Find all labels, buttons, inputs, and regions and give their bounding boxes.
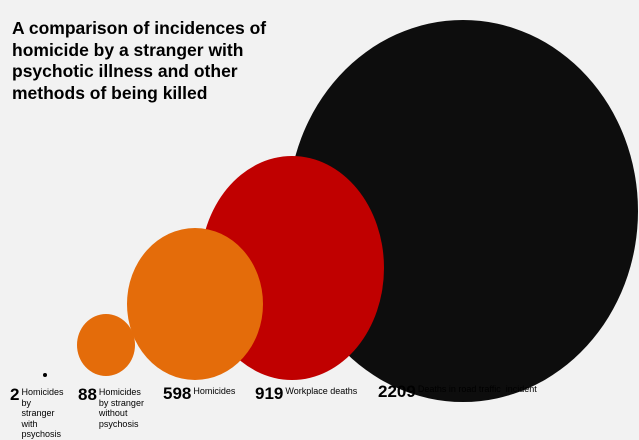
category-label: Homicides by stranger with psychosis: [21, 387, 64, 439]
category-label: Deaths in road traffic incident: [417, 384, 537, 394]
bubble-1: [77, 314, 135, 376]
label-group-2: 598 Homicides: [163, 385, 235, 403]
label-group-1: 88 Homicides by stranger without psychos…: [78, 386, 158, 429]
value-label: 2: [10, 385, 20, 404]
value-label: 88: [78, 385, 97, 404]
bubble-0: [43, 373, 47, 377]
value-label: 2209: [378, 382, 416, 401]
label-group-4: 2209 Deaths in road traffic incident: [378, 383, 537, 401]
category-label: Workplace deaths: [285, 386, 358, 396]
category-label: Homicides by stranger without psychosis: [98, 387, 144, 429]
chart-title: A comparison of incidences of homicide b…: [12, 18, 267, 103]
label-group-3: 919 Workplace deaths: [255, 385, 357, 403]
bubble-2: [127, 228, 263, 380]
value-label: 598: [163, 384, 192, 403]
label-group-0: 2 Homicides by stranger with psychosis: [10, 386, 70, 440]
category-label: Homicides: [193, 386, 236, 396]
value-label: 919: [255, 384, 284, 403]
